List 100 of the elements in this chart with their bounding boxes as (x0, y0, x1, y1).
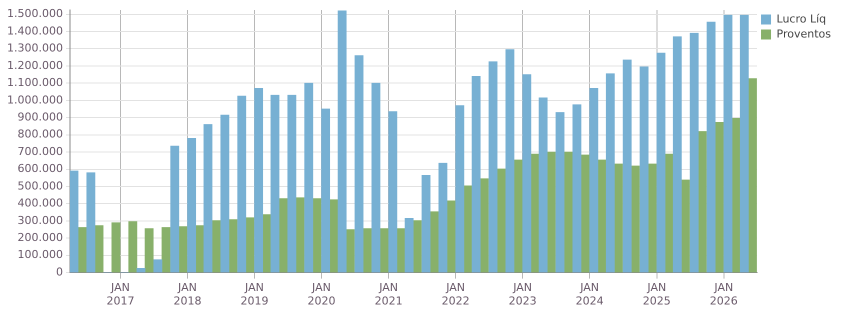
bar (178, 226, 188, 272)
bar (287, 94, 296, 272)
bar (204, 124, 212, 272)
bar (246, 217, 254, 272)
bar (388, 111, 398, 272)
bar (724, 14, 732, 272)
bar (404, 218, 414, 272)
bar (412, 220, 422, 272)
y-tick-label: 1.100.000 (7, 76, 63, 90)
bar (748, 78, 757, 272)
bar (438, 162, 448, 272)
y-tick-label: 700.000 (17, 144, 63, 158)
y-tick-label: 1.300.000 (7, 42, 63, 55)
y-tick-label: 1.400.000 (7, 24, 63, 38)
bar (446, 200, 456, 272)
bar (254, 88, 264, 272)
bar (514, 160, 522, 272)
bar (312, 198, 322, 272)
bar (94, 225, 104, 272)
bar (614, 164, 623, 272)
bar (714, 122, 724, 272)
bar (698, 131, 707, 272)
bar (270, 94, 280, 272)
y-tick-label: 600.000 (17, 162, 63, 176)
bar (212, 220, 221, 272)
bar (546, 152, 556, 272)
y-tick-label: 1.500.000 (7, 7, 63, 20)
y-tick-label: 200.000 (17, 231, 63, 244)
x-tick-label: JAN 2020 (307, 281, 336, 308)
bar (422, 174, 430, 272)
y-tick-label: 1.200.000 (7, 58, 63, 72)
bar (538, 97, 548, 272)
legend-label: Proventos (776, 27, 832, 40)
bar (338, 10, 347, 272)
bar (572, 104, 582, 272)
bar (480, 178, 489, 272)
bar (630, 166, 640, 272)
bar (304, 82, 314, 272)
bar (296, 197, 304, 272)
bar (237, 96, 246, 272)
bar (220, 114, 230, 272)
y-tick-label: 400.000 (17, 196, 63, 210)
y-tick-label: 100.000 (17, 248, 63, 262)
bar (362, 228, 372, 272)
x-tick-label: JAN 2021 (374, 281, 403, 308)
x-tick-label: JAN 2023 (508, 281, 537, 308)
x-tick-label: JAN 2026 (710, 281, 738, 308)
bar (354, 55, 364, 272)
bar (622, 60, 632, 272)
y-tick-label: 0 (56, 265, 63, 278)
bar (706, 22, 716, 272)
bar (136, 268, 146, 272)
bar (580, 154, 590, 272)
bar (648, 164, 657, 272)
bar (564, 152, 573, 272)
bar (321, 108, 330, 272)
bar (278, 198, 288, 272)
y-tick-label: 300.000 (17, 214, 63, 227)
bar (556, 112, 564, 272)
bar (598, 160, 606, 272)
bar (496, 168, 506, 272)
bar (589, 88, 598, 272)
bar (112, 222, 120, 272)
x-tick-label: JAN 2018 (173, 281, 202, 308)
bar (162, 227, 170, 272)
bar (346, 229, 355, 272)
bar (506, 49, 514, 272)
x-tick-label: JAN 2024 (576, 281, 604, 308)
bar (656, 52, 666, 272)
x-tick-label: JAN 2017 (106, 281, 134, 308)
bar (144, 228, 154, 272)
bar (430, 211, 439, 272)
bar (455, 105, 464, 272)
y-tick-label: 900.000 (17, 110, 63, 124)
bar (690, 32, 699, 272)
legend-label: Lucro Líq (776, 12, 826, 26)
x-tick-label: JAN 2019 (240, 281, 268, 308)
bar (170, 146, 180, 272)
bar (522, 74, 532, 272)
bar (78, 227, 87, 272)
bar (70, 170, 78, 272)
bar (228, 219, 238, 272)
bar (86, 172, 96, 272)
bar (606, 73, 615, 272)
bar (472, 76, 481, 272)
bar (488, 61, 498, 272)
x-tick-label: JAN 2022 (442, 281, 470, 308)
y-tick-label: 1.000.000 (7, 93, 63, 106)
bar (372, 82, 380, 272)
bar (681, 180, 690, 272)
bar (740, 14, 749, 272)
bar (187, 138, 196, 272)
x-tick-label: JAN 2025 (642, 281, 671, 308)
bar (672, 36, 682, 272)
y-tick-label: 800.000 (17, 128, 63, 141)
y-tick-label: 500.000 (17, 179, 63, 192)
bar (380, 228, 389, 272)
bar (153, 259, 162, 272)
bar (128, 221, 138, 272)
bar (640, 66, 649, 272)
